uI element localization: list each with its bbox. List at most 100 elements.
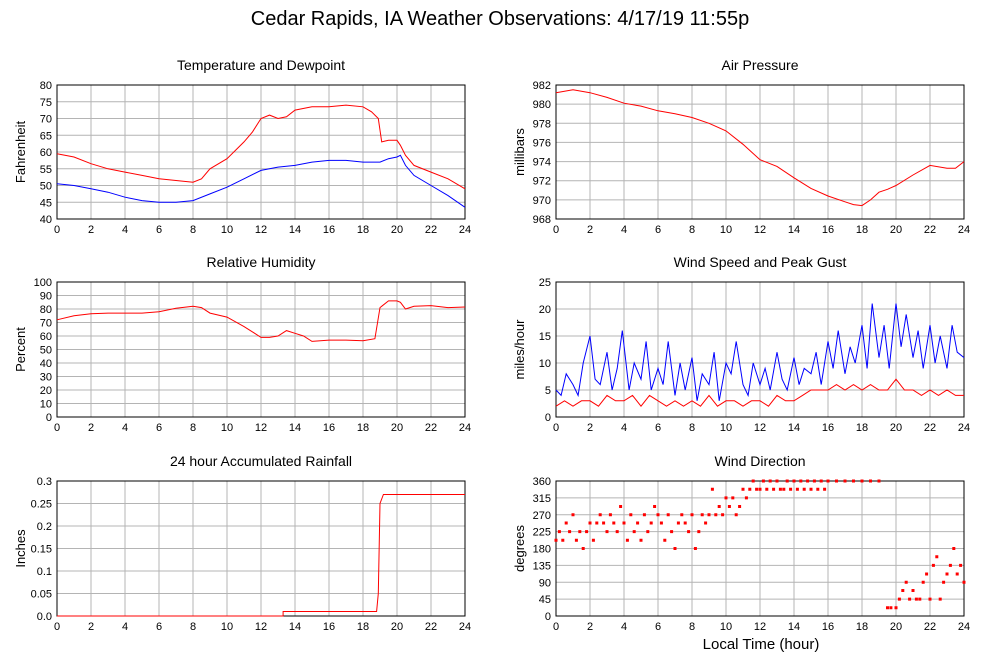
- wdir-point: [615, 530, 619, 534]
- temp-xtick-label: 12: [255, 224, 267, 236]
- wdir-point: [704, 521, 708, 525]
- wdir-ytick-label: 45: [539, 594, 551, 606]
- wdir-ytick-label: 180: [533, 544, 551, 556]
- pres-xtick-label: 16: [822, 224, 834, 236]
- wdir-point: [693, 547, 697, 550]
- wind-series-blue-line: [555, 303, 965, 401]
- pres-xtick-label: 6: [655, 224, 661, 236]
- wdir-point: [942, 580, 946, 584]
- wind-xtick-label: 10: [720, 422, 732, 434]
- rh-xtick-label: 18: [357, 422, 369, 434]
- temp-ytick-label: 50: [40, 181, 52, 193]
- temp-ytick-label: 40: [40, 214, 52, 226]
- wind-xtick-label: 8: [689, 422, 695, 434]
- rain-ytick-label: 0.15: [31, 544, 52, 556]
- wdir-xtick-label: 16: [822, 621, 834, 633]
- wdir-point: [578, 530, 582, 534]
- wdir-point: [639, 538, 643, 542]
- wdir-ylabel: degrees: [512, 525, 527, 572]
- wdir-point: [619, 505, 623, 508]
- pres-xtick-label: 0: [553, 224, 559, 236]
- pres-xtick-label: 24: [958, 224, 970, 236]
- wdir-point: [785, 479, 789, 483]
- wdir-point: [710, 487, 714, 491]
- wind-frame: [555, 281, 965, 418]
- wdir-point: [656, 513, 660, 517]
- temp-frame: [56, 84, 466, 220]
- pres-ytick-label: 972: [533, 176, 551, 188]
- wdir-point: [676, 521, 680, 525]
- wdir-point: [581, 547, 585, 550]
- rain-xtick-label: 12: [255, 621, 267, 633]
- wdir-point: [625, 538, 629, 542]
- wdir-point: [768, 479, 772, 483]
- wdir-point: [826, 479, 830, 483]
- pres-ytick-label: 968: [533, 214, 551, 226]
- rh-xtick-label: 12: [255, 422, 267, 434]
- temp-xtick-label: 10: [221, 224, 233, 236]
- rain-xtick-label: 10: [221, 621, 233, 633]
- wdir-point: [574, 538, 578, 542]
- wdir-title: Wind Direction: [714, 453, 805, 469]
- wdir-xtick-label: 12: [754, 621, 766, 633]
- wdir-point: [819, 479, 823, 483]
- rain-title: 24 hour Accumulated Rainfall: [170, 453, 352, 469]
- wdir-point: [921, 580, 925, 584]
- wdir-point: [806, 479, 810, 483]
- page-title: Cedar Rapids, IA Weather Observations: 4…: [250, 8, 750, 30]
- rh-xtick-label: 8: [190, 422, 196, 434]
- pres-xtick-label: 14: [788, 224, 800, 236]
- wdir-point: [962, 580, 966, 584]
- wdir-point: [680, 513, 684, 517]
- wdir-point: [952, 547, 956, 550]
- rain-ytick-label: 0.3: [37, 476, 52, 488]
- temp-ytick-label: 80: [40, 80, 52, 92]
- temp-ytick-label: 55: [40, 164, 52, 176]
- wdir-point: [724, 496, 728, 500]
- rh-ytick-label: 40: [40, 358, 52, 370]
- wdir-point: [659, 521, 663, 525]
- wdir-point: [925, 572, 929, 576]
- wdir-point: [612, 521, 616, 525]
- wdir-frame: [555, 480, 965, 617]
- x-axis-label: Local Time (hour): [702, 636, 820, 653]
- rh-xtick-label: 2: [88, 422, 94, 434]
- rh-ytick-label: 60: [40, 331, 52, 343]
- pres-series-red-line: [555, 89, 965, 207]
- wdir-point: [649, 521, 653, 525]
- wdir-point: [835, 479, 838, 483]
- wdir-point: [714, 513, 718, 517]
- wdir-point: [608, 513, 612, 517]
- wdir-ytick-label: 270: [533, 510, 551, 522]
- wdir-point: [931, 563, 935, 567]
- wdir-point: [886, 606, 889, 610]
- wdir-point: [911, 589, 915, 592]
- wdir-point: [666, 513, 670, 517]
- wdir-point: [775, 479, 779, 483]
- wdir-point: [758, 487, 762, 491]
- wdir-point: [734, 513, 738, 517]
- wind-xtick-label: 24: [958, 422, 970, 434]
- rh-ytick-label: 90: [40, 291, 52, 303]
- rh-ytick-label: 10: [40, 399, 52, 411]
- wdir-point: [554, 538, 558, 542]
- wind-title: Wind Speed and Peak Gust: [674, 254, 847, 270]
- wdir-point: [588, 521, 592, 525]
- wdir-point: [700, 513, 704, 517]
- wdir-point: [860, 479, 864, 483]
- wdir-point: [707, 513, 711, 517]
- wdir-point: [778, 487, 782, 491]
- wdir-point: [598, 513, 602, 517]
- wind-xtick-label: 14: [788, 422, 800, 434]
- wdir-point: [602, 521, 606, 525]
- temp-xtick-label: 4: [122, 224, 128, 236]
- wdir-point: [799, 479, 803, 483]
- temp-xtick-label: 6: [156, 224, 162, 236]
- wdir-xtick-label: 0: [553, 621, 559, 633]
- wdir-point: [663, 538, 667, 542]
- wdir-point: [670, 530, 674, 534]
- wdir-point: [812, 479, 816, 483]
